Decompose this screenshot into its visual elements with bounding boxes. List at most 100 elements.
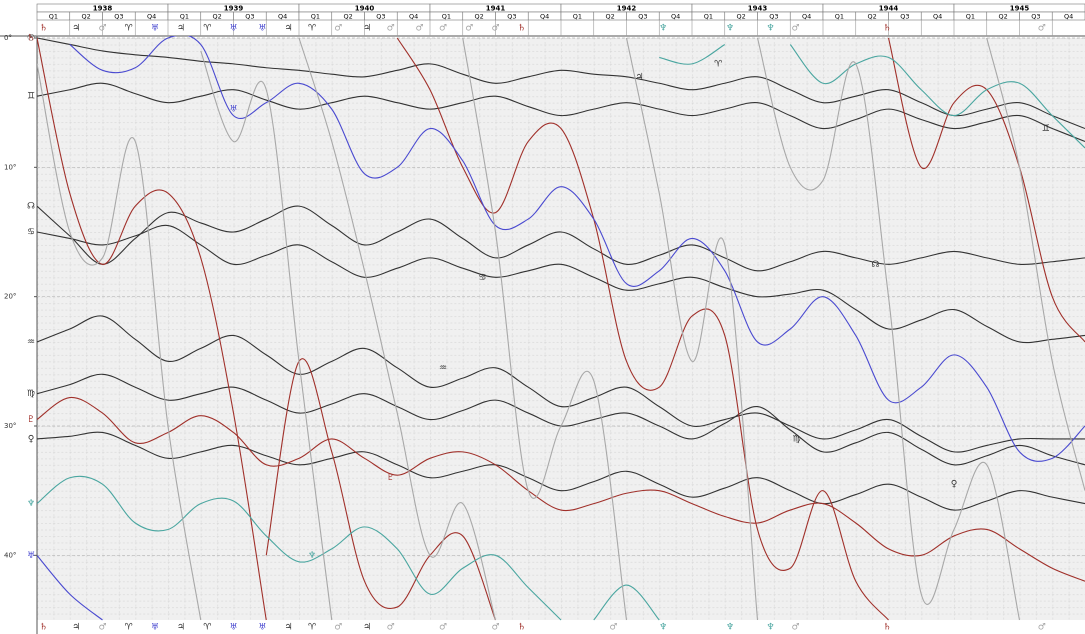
labels: ☉ ♊ ☊ ♋ ♒ ♍ ♀ ♄ ♇ ♅ ♆ ♃ ♈ ♊ ♋ ☊ ♒ ♍ ♀ ♇ ♆ ♅ ♄ ♃ ♂ ♈ ♅ ♃ ♈ ♅ ♅ ♃ ♈ ♂ ♃ ♂ ♂ ♂ ♂ ♂…	[27, 24, 1050, 633]
series-label: ☊	[27, 202, 35, 212]
annotation: ♊	[1042, 124, 1050, 134]
quarter-label: Q3	[1031, 13, 1040, 21]
quarter-label: Q2	[867, 13, 876, 21]
planet-marker: ♆	[726, 24, 734, 34]
planet-marker: ♃	[284, 24, 292, 34]
planet-marker: ♂	[491, 24, 499, 34]
quarter-label: Q1	[573, 13, 582, 21]
planet-marker: ♂	[465, 24, 473, 34]
series-line	[37, 63, 202, 621]
series-label: ♍	[27, 389, 35, 399]
series-label: ☉	[27, 34, 35, 44]
planet-marker: ♂	[334, 24, 342, 34]
series-label: ♀	[28, 434, 35, 444]
quarter-label: Q2	[81, 13, 90, 21]
series-line	[986, 37, 1085, 491]
planet-marker: ♂	[439, 623, 447, 633]
series-label: ♋	[27, 228, 35, 238]
time-header: 1938 Q1 Q2 Q3 Q4 1939 Q1 Q2 Q3 Q4 1940 Q1 Q2 Q3 Q4 1941…	[0, 3, 1085, 37]
quarter-label: Q3	[638, 13, 647, 21]
y-tick-label: 40°	[4, 551, 16, 559]
planet-marker: ♄	[40, 24, 48, 34]
annotation: ♅	[229, 105, 237, 115]
y-tick-label: 20°	[4, 293, 16, 301]
quarter-label: Q1	[49, 13, 58, 21]
quarter-label: Q4	[671, 13, 680, 21]
series-label: ♄	[27, 34, 35, 44]
planet-marker: ♂	[791, 623, 799, 633]
series-line	[37, 475, 562, 621]
lines	[37, 36, 1085, 621]
planet-marker: ♃	[363, 24, 371, 34]
series-line	[37, 37, 889, 621]
annotation: ♀	[951, 480, 958, 490]
planet-marker: ♄	[518, 623, 526, 633]
annotation: ♋	[478, 273, 486, 283]
planet-marker: ♆	[659, 24, 667, 34]
series-line	[37, 82, 1085, 142]
planet-marker: ♂	[439, 24, 447, 34]
series-label: ♅	[27, 551, 35, 561]
planet-marker: ♅	[229, 24, 237, 34]
quarter-label: Q1	[180, 13, 189, 21]
planet-marker: ♈	[125, 24, 133, 34]
quarter-label: Q4	[409, 13, 418, 21]
annotation: ♈	[714, 59, 722, 69]
quarter-label: Q1	[966, 13, 975, 21]
planet-marker: ♂	[387, 623, 395, 633]
planet-marker: ♃	[177, 623, 185, 633]
year-label: 1943	[748, 5, 768, 13]
planet-marker: ♃	[284, 623, 292, 633]
planet-marker: ♂	[609, 623, 617, 633]
planet-marker: ♈	[203, 623, 211, 633]
y-tick-label: 0°	[4, 34, 12, 42]
planet-marker: ♆	[767, 623, 775, 633]
series-line	[37, 205, 1085, 272]
planet-marker: ♂	[334, 623, 342, 633]
series-line	[625, 37, 759, 621]
year-label: 1945	[1010, 5, 1030, 13]
year-label: 1939	[224, 5, 244, 13]
quarter-label: Q1	[442, 13, 451, 21]
year-label: 1941	[486, 5, 506, 13]
annotation: ♇	[387, 473, 395, 483]
annotation: ☊	[871, 260, 879, 270]
planet-marker: ♂	[98, 24, 106, 34]
planet-marker: ♄	[518, 24, 526, 34]
planet-marker: ♂	[1038, 24, 1046, 34]
series-line	[593, 584, 660, 621]
quarter-cell	[1051, 11, 1085, 21]
year-label: 1944	[879, 5, 899, 13]
series-label: ♆	[27, 499, 35, 509]
quarter-label: Q4	[278, 13, 287, 21]
minor-grid	[37, 38, 1085, 620]
planet-marker: ♂	[1038, 623, 1046, 633]
series-line	[37, 396, 1085, 582]
planet-marker: ♈	[203, 24, 211, 34]
grid: 0° 10° 20° 30° 40°	[4, 20, 1085, 559]
quarter-label: Q3	[900, 13, 909, 21]
annotation: ♆	[308, 551, 316, 561]
quarter-label: Q4	[147, 13, 156, 21]
planet-marker: ♃	[363, 623, 371, 633]
quarter-label: Q2	[212, 13, 221, 21]
planet-marker: ♃	[177, 24, 185, 34]
y-tick-label: 10°	[4, 163, 16, 171]
planet-marker: ♃	[72, 24, 80, 34]
planet-marker: ♅	[151, 623, 159, 633]
quarter-label: Q3	[769, 13, 778, 21]
series-line	[37, 554, 103, 621]
planet-marker: ♅	[229, 623, 237, 633]
quarter-label: Q4	[540, 13, 549, 21]
series-label: ♊	[27, 92, 35, 102]
planet-marker: ♂	[387, 24, 395, 34]
planet-marker: ♂	[791, 24, 799, 34]
quarter-label: Q2	[605, 13, 614, 21]
planet-marker: ♆	[767, 24, 775, 34]
series-label: ♒	[27, 337, 35, 347]
quarter-label: Q3	[376, 13, 385, 21]
series-line	[200, 50, 333, 621]
planet-marker: ♂	[491, 623, 499, 633]
planet-marker: ♄	[883, 24, 891, 34]
